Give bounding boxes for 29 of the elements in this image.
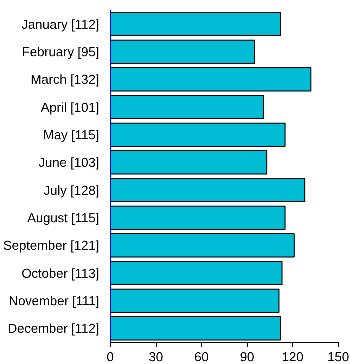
y-tick-label: June [103] [38, 155, 100, 170]
bar [110, 95, 265, 120]
x-tick-label: 120 [282, 350, 304, 364]
x-tick-label: 0 [106, 350, 114, 364]
bar [110, 40, 256, 64]
bar [110, 122, 286, 148]
x-tick-label: 90 [240, 350, 255, 364]
bar [110, 206, 286, 230]
y-tick-label: September [121] [3, 238, 100, 254]
bar [110, 261, 283, 286]
bar [110, 234, 295, 258]
bar [110, 178, 306, 202]
bar [110, 12, 282, 36]
y-tick-label: January [112] [22, 16, 100, 32]
bar [110, 68, 312, 92]
bar [110, 288, 280, 314]
y-tick-label: November [111] [8, 294, 100, 308]
bar [110, 150, 268, 175]
y-tick-label: April [101] [40, 100, 100, 115]
y-tick-label: August [115] [27, 210, 100, 226]
y-tick-label: March [132] [30, 72, 100, 88]
x-tick-label: 30 [148, 350, 164, 364]
y-tick-label: July [128] [44, 182, 100, 198]
y-tick-label: October [113] [22, 266, 100, 281]
x-tick-label: 150 [328, 350, 350, 364]
y-tick-label: December [112] [8, 321, 100, 336]
y-tick-label: May [115] [43, 128, 100, 142]
y-tick-label: February [95] [22, 44, 100, 60]
x-tick-label: 60 [194, 350, 209, 364]
